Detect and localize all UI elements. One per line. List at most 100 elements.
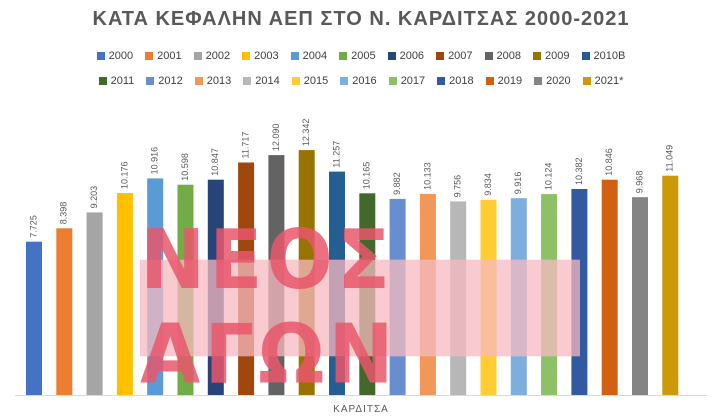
legend-swatch (145, 52, 154, 60)
legend-label: 2016 (352, 75, 377, 87)
legend-swatch (146, 77, 155, 85)
data-label: 12.342 (301, 119, 311, 147)
bar-2020 (632, 197, 648, 395)
legend-swatch (291, 77, 300, 85)
bar-2001 (56, 228, 73, 395)
data-label: 11.257 (331, 141, 341, 168)
x-axis-label: ΚΑΡΔΙΤΣΑ (333, 404, 389, 415)
legend-row-2: 2011 2012 2013 2014 2015 2016 2017 2018 2019 2020… (0, 75, 722, 87)
bar-2021* (662, 175, 679, 395)
chart-title: ΚΑΤΑ ΚΕΦΑΛΗΝ ΑΕΠ ΣΤΟ Ν. ΚΑΡΔΙΤΣΑΣ 2000-2… (92, 8, 630, 30)
legend-item: 2021* (582, 75, 624, 87)
legend-label: 2013 (206, 75, 232, 87)
legend-swatch (290, 52, 299, 60)
data-label: 9.756 (453, 175, 463, 198)
legend-item: 2009 (533, 50, 570, 62)
legend-item: 2017 (388, 75, 426, 87)
data-label: 9.203 (89, 186, 99, 209)
data-label: 10.598 (180, 153, 190, 181)
legend-item: 2010B (581, 50, 626, 62)
data-label: 10.124 (543, 163, 553, 191)
legend-swatch (387, 52, 396, 60)
legend-item: 2016 (340, 75, 377, 87)
legend-swatch (388, 77, 397, 85)
legend-label: 2007 (448, 50, 473, 62)
data-label: 8.398 (59, 202, 69, 225)
legend-item: 2002 (193, 50, 231, 62)
data-label: 11.049 (665, 145, 675, 172)
legend-swatch (436, 52, 445, 60)
legend-label: 2000 (108, 50, 134, 62)
legend-item: 2012 (146, 75, 183, 87)
legend-swatch (98, 77, 107, 85)
legend-swatch (243, 77, 252, 85)
legend-swatch (96, 52, 105, 60)
legend-label: 2021* (594, 75, 624, 87)
data-label: 10.165 (362, 162, 372, 190)
legend-swatch (194, 77, 203, 85)
legend-swatch (581, 52, 590, 60)
legend-swatch (339, 52, 348, 60)
legend-label: 2006 (399, 50, 425, 62)
legend-label: 2009 (545, 50, 570, 62)
legend-item: 2015 (291, 75, 329, 87)
data-label: 7.725 (28, 215, 38, 238)
legend-label: 2004 (302, 50, 328, 62)
legend-label: 2019 (497, 75, 523, 87)
data-label: 10.846 (604, 148, 614, 176)
legend-item: 2005 (339, 50, 376, 62)
data-label: 10.916 (150, 147, 160, 175)
legend-item: 2013 (194, 75, 232, 87)
legend-row-1: 2000 2001 2002 2003 2004 2005 2006 2007 2008 2009… (0, 50, 722, 62)
legend-label: 2010B (593, 50, 626, 62)
legend-label: 2005 (351, 50, 376, 62)
bar-2019 (601, 179, 618, 395)
legend-item: 2000 (96, 50, 134, 62)
legend-label: 2008 (496, 50, 522, 62)
legend-item: 2020 (534, 75, 571, 87)
legend-label: 2012 (158, 75, 183, 87)
legend-item: 2018 (437, 75, 474, 87)
legend-swatch (242, 52, 251, 60)
legend-swatch (484, 52, 493, 60)
data-label: 9.916 (513, 172, 523, 195)
legend-item: 2004 (290, 50, 328, 62)
data-label: 10.176 (119, 161, 129, 189)
legend-item: 2006 (387, 50, 425, 62)
legend-swatch (582, 77, 591, 85)
legend-item: 2014 (243, 75, 280, 87)
legend-item: 2007 (436, 50, 473, 62)
data-label: 11.717 (240, 132, 250, 159)
legend-swatch (485, 77, 494, 85)
data-label: 9.968 (634, 171, 644, 194)
legend-label: 2003 (254, 50, 279, 62)
data-label: 10.847 (210, 148, 220, 176)
legend-swatch (193, 52, 202, 60)
legend-item: 2003 (242, 50, 279, 62)
legend-swatch (437, 77, 446, 85)
data-label: 9.834 (483, 173, 493, 196)
data-label: 10.133 (422, 162, 432, 190)
legend-item: 2001 (145, 50, 182, 62)
data-label: 9.882 (392, 172, 402, 195)
legend-label: 2001 (157, 50, 182, 62)
legend-label: 2017 (400, 75, 426, 87)
bar-2003 (116, 193, 133, 395)
legend-label: 2018 (449, 75, 474, 87)
legend-label: 2020 (546, 75, 571, 87)
watermark: ΝΕΟΣ ΑΓΩΝ (140, 214, 580, 403)
legend-label: 2011 (110, 75, 135, 87)
legend-label: 2002 (205, 50, 231, 62)
bar-2002 (86, 212, 103, 395)
legend-label: 2014 (255, 75, 280, 87)
data-label: 12.090 (271, 124, 281, 152)
legend-label: 2015 (303, 75, 329, 87)
legend-item: 2019 (485, 75, 523, 87)
legend-swatch (340, 77, 349, 85)
legend-item: 2011 (98, 75, 135, 87)
data-label: 10.382 (574, 157, 584, 185)
legend-swatch (534, 77, 543, 85)
legend-swatch (533, 52, 542, 60)
bar-2000 (26, 241, 42, 395)
legend-item: 2008 (484, 50, 522, 62)
